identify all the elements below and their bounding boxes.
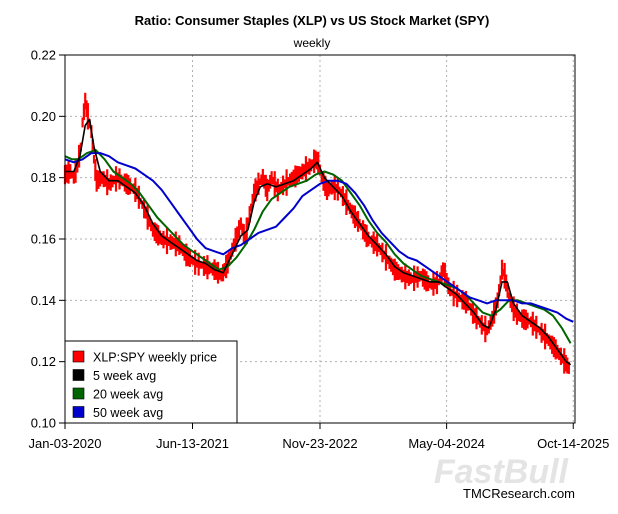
- legend-label: 20 week avg: [93, 388, 163, 402]
- x-tick-label: Jun-13-2021: [156, 436, 229, 451]
- plot-border: [64, 54, 576, 424]
- legend-swatch: [72, 369, 85, 381]
- y-tick-label: 0.22: [31, 48, 56, 63]
- x-axis: Jan-03-2020 Jun-13-2021 Nov-23-2022 May-04-…: [29, 423, 609, 451]
- legend-label: 5 week avg: [93, 369, 156, 383]
- legend-box: [64, 340, 238, 424]
- series-layer: [63, 92, 574, 374]
- y-axis: 0.10 0.12 0.14 0.16 0.18 0.20 0.22: [31, 48, 65, 431]
- legend-swatch: [72, 350, 85, 363]
- series-line-50-week-avg: [64, 152, 574, 323]
- x-tick-label: May-04-2024: [408, 436, 485, 451]
- legend-label: 50 week avg: [93, 406, 163, 420]
- chart-title: Ratio: Consumer Staples (XLP) vs US Stoc…: [135, 13, 490, 28]
- x-tick-label: Nov-23-2022: [282, 436, 357, 451]
- series-line-5-week-avg: [65, 118, 572, 366]
- legend-swatch: [72, 406, 85, 418]
- y-tick-label: 0.10: [31, 416, 56, 431]
- series-line-20-week-avg: [64, 149, 572, 344]
- y-tick-label: 0.12: [31, 354, 56, 369]
- y-tick-label: 0.14: [31, 293, 56, 308]
- legend-label: XLP:SPY weekly price: [93, 351, 217, 365]
- chart-subtitle: weekly: [293, 36, 331, 50]
- y-tick-label: 0.16: [31, 232, 56, 247]
- x-tick-label: Jan-03-2020: [29, 436, 102, 451]
- legend: XLP:SPY weekly price 5 week avg 20 week av…: [64, 340, 238, 424]
- legend-swatch: [72, 387, 85, 400]
- x-tick-label: Oct-14-2025: [537, 436, 609, 451]
- y-tick-label: 0.20: [31, 109, 56, 124]
- credit-text: TMCResearch.com: [463, 486, 575, 501]
- watermark-text: FastBull: [434, 453, 570, 491]
- y-tick-label: 0.18: [31, 170, 56, 185]
